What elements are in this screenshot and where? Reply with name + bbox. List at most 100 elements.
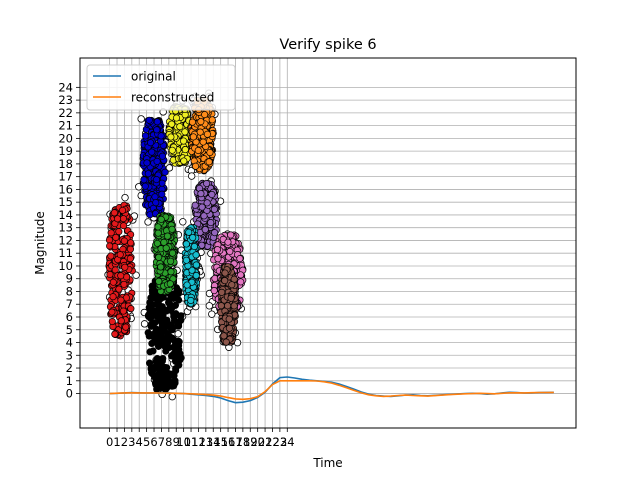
scatter-point bbox=[121, 263, 129, 271]
scatter-point bbox=[126, 255, 134, 263]
y-tick-label: 7 bbox=[66, 297, 73, 311]
y-tick-label: 20 bbox=[58, 131, 73, 145]
scatter-point bbox=[144, 218, 152, 226]
scatter-point bbox=[221, 269, 229, 277]
scatter-point bbox=[192, 162, 200, 170]
scatter-point bbox=[192, 271, 200, 280]
scatter-point bbox=[110, 209, 118, 217]
scatter-point bbox=[181, 146, 189, 154]
scatter-point bbox=[227, 231, 235, 239]
scatter-point bbox=[179, 218, 187, 226]
scatter-point bbox=[107, 229, 115, 237]
legend-label-original: original bbox=[131, 70, 176, 84]
x-tick-label: 7 bbox=[158, 435, 165, 449]
scatter-point bbox=[117, 272, 125, 280]
scatter-point bbox=[214, 255, 222, 263]
y-tick-label: 11 bbox=[58, 246, 73, 260]
scatter-point bbox=[122, 323, 130, 331]
scatter-point bbox=[120, 222, 128, 230]
scatter-point bbox=[221, 277, 229, 285]
scatter-point bbox=[196, 128, 204, 136]
scatter-point bbox=[167, 321, 175, 329]
scatter-point bbox=[121, 193, 129, 202]
scatter-point bbox=[172, 114, 181, 122]
scatter-point bbox=[158, 319, 166, 327]
scatter-point bbox=[165, 298, 173, 307]
scatter-point bbox=[197, 190, 205, 198]
scatter-point bbox=[190, 243, 199, 251]
scatter-point bbox=[188, 266, 196, 274]
scatter-point bbox=[107, 252, 115, 260]
scatter-point bbox=[182, 256, 190, 264]
scatter-point bbox=[158, 152, 167, 160]
scatter-point bbox=[146, 211, 154, 219]
scatter-point bbox=[220, 332, 228, 340]
scatter-point bbox=[155, 277, 163, 285]
scatter-point bbox=[174, 330, 182, 338]
x-tick-label: 0 bbox=[106, 435, 113, 449]
scatter-point bbox=[120, 280, 128, 288]
scatter-point bbox=[172, 310, 180, 318]
scatter-point bbox=[225, 315, 233, 323]
scatter-point bbox=[117, 296, 125, 304]
y-tick-label: 24 bbox=[58, 80, 73, 94]
x-tick-label: 1 bbox=[113, 435, 120, 449]
scatter-point bbox=[189, 133, 197, 141]
scatter-point bbox=[112, 233, 120, 242]
x-axis-label: Time bbox=[312, 456, 342, 470]
y-tick-label: 18 bbox=[58, 157, 73, 171]
scatter-point bbox=[187, 296, 195, 304]
scatter-point bbox=[210, 205, 218, 213]
scatter-point bbox=[153, 385, 161, 393]
scatter-point bbox=[108, 308, 116, 316]
y-tick-label: 9 bbox=[66, 272, 73, 286]
scatter-point bbox=[148, 148, 156, 156]
scatter-point bbox=[213, 246, 221, 254]
y-tick-label: 1 bbox=[66, 374, 73, 388]
scatter-point bbox=[218, 288, 226, 296]
scatter-point bbox=[151, 193, 159, 201]
scatter-point bbox=[197, 118, 205, 126]
scatter-point bbox=[111, 330, 119, 338]
scatter-point bbox=[198, 203, 206, 211]
scatter-point bbox=[157, 132, 165, 140]
scatter-point bbox=[182, 240, 190, 248]
scatter-point bbox=[180, 137, 188, 145]
scatter-point bbox=[163, 232, 172, 240]
chart-title: Verify spike 6 bbox=[279, 37, 376, 53]
scatter-point bbox=[127, 239, 135, 247]
scatter-point bbox=[158, 190, 166, 198]
scatter-point bbox=[189, 234, 197, 242]
scatter-point bbox=[187, 172, 196, 180]
scatter-point bbox=[108, 317, 116, 326]
scatter-point bbox=[149, 347, 157, 355]
scatter-overlay bbox=[104, 89, 247, 401]
scatter-point bbox=[205, 158, 213, 166]
scatter-point bbox=[192, 261, 200, 269]
scatter-point bbox=[230, 302, 238, 310]
scatter-point bbox=[224, 238, 232, 246]
scatter-point bbox=[153, 157, 161, 165]
scatter-point bbox=[208, 116, 216, 124]
scatter-point bbox=[203, 179, 211, 188]
scatter-point bbox=[188, 118, 196, 126]
scatter-point bbox=[225, 324, 233, 332]
scatter-point bbox=[205, 302, 214, 310]
y-tick-label: 3 bbox=[66, 348, 73, 362]
scatter-point bbox=[171, 379, 179, 387]
scatter-point bbox=[192, 251, 200, 259]
scatter-point bbox=[167, 268, 175, 276]
y-tick-label: 4 bbox=[66, 336, 73, 350]
y-tick-label: 19 bbox=[58, 144, 73, 158]
scatter-point bbox=[146, 299, 154, 307]
y-tick-label: 12 bbox=[58, 233, 73, 247]
scatter-point bbox=[206, 148, 214, 157]
scatter-point bbox=[175, 322, 183, 330]
scatter-point bbox=[180, 157, 188, 165]
scatter-point bbox=[194, 146, 202, 155]
scatter-point bbox=[155, 365, 163, 373]
scatter-point bbox=[106, 242, 114, 250]
scatter-point bbox=[161, 373, 169, 381]
scatter-point bbox=[222, 338, 230, 346]
